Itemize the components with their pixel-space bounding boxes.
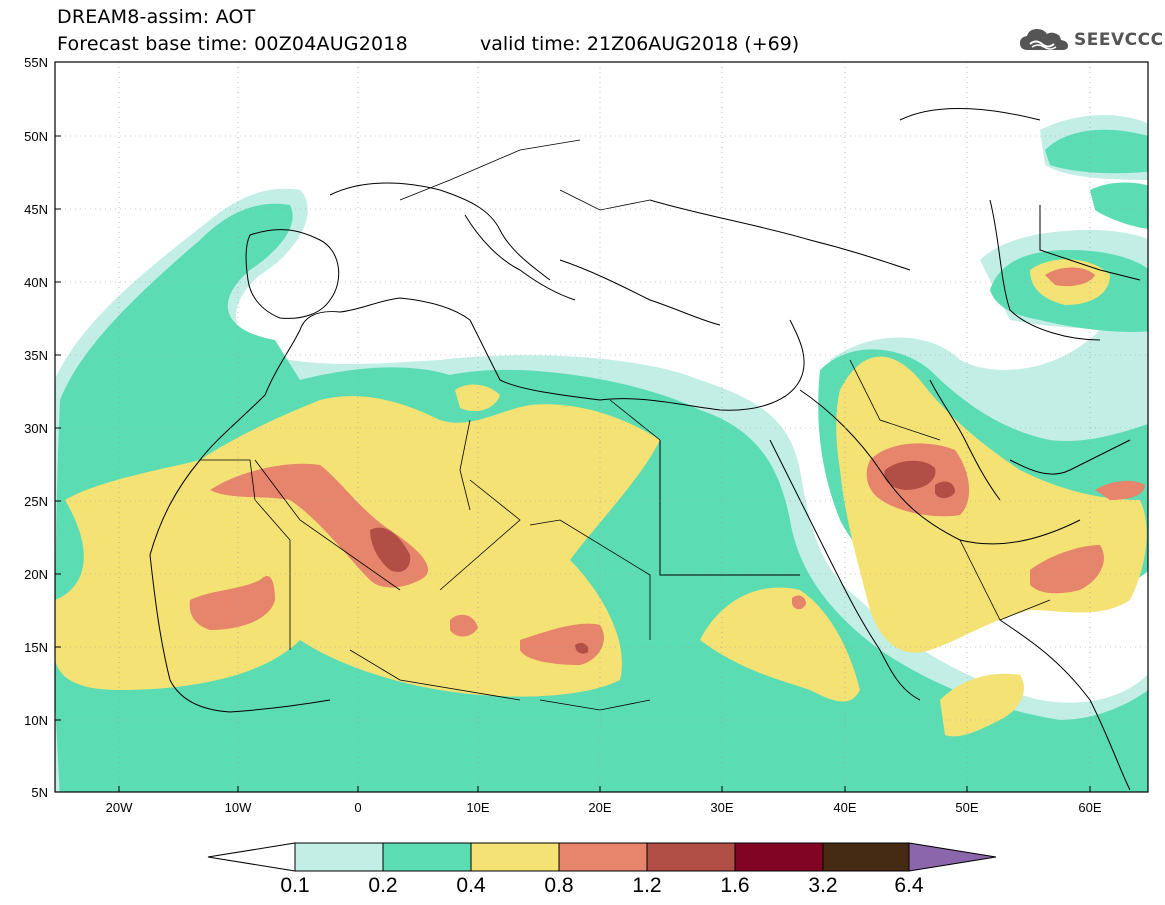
lon-label-20e: 20E xyxy=(588,800,611,815)
lat-label-15n: 15N xyxy=(24,640,48,655)
colorbar-label-6.4: 6.4 xyxy=(894,874,924,897)
lat-label-25n: 25N xyxy=(24,494,48,509)
valid-time: valid time: 21Z06AUG2018 (+69) xyxy=(480,33,800,55)
colorbar-label-0.8: 0.8 xyxy=(544,874,574,897)
lon-label-10e: 10E xyxy=(466,800,489,815)
lon-label-50e: 50E xyxy=(955,800,978,815)
lon-label-60e: 60E xyxy=(1078,800,1101,815)
lon-label-30e: 30E xyxy=(710,800,733,815)
colorbar-swatch-7 xyxy=(822,842,910,872)
map-title: DREAM8-assim: AOT xyxy=(57,6,256,28)
lat-label-55n: 55N xyxy=(24,55,48,70)
lat-label-10n: 10N xyxy=(24,713,48,728)
colorbar-label-0.4: 0.4 xyxy=(456,874,486,897)
forecast-base-time: Forecast base time: 00Z04AUG2018 xyxy=(57,33,408,55)
cloud-icon xyxy=(1020,29,1068,50)
lat-labels: 55N 50N 45N 40N 35N 30N 25N 20N 15N 10N … xyxy=(24,55,48,800)
lat-label-5n: 5N xyxy=(31,785,48,800)
lat-label-40n: 40N xyxy=(24,275,48,290)
colorbar-label-1.2: 1.2 xyxy=(632,874,662,897)
lon-label-0: 0 xyxy=(354,800,361,815)
colorbar-swatch-6 xyxy=(734,842,824,872)
colorbar-label-3.2: 3.2 xyxy=(808,874,838,897)
logo-text: SEEVCCC xyxy=(1074,30,1164,50)
lon-labels: 20W 10W 0 10E 20E 30E 40E 50E 60E xyxy=(106,800,1102,815)
country-borders xyxy=(200,139,1051,711)
colorbar-label-1.6: 1.6 xyxy=(720,874,750,897)
lon-label-20w: 20W xyxy=(106,800,133,815)
lon-label-10w: 10W xyxy=(225,800,252,815)
colorbar-swatch-2 xyxy=(382,842,472,872)
colorbar-label-0.1: 0.1 xyxy=(280,874,310,897)
seevccc-logo: SEEVCCC xyxy=(1018,26,1164,54)
lat-label-20n: 20N xyxy=(24,567,48,582)
lat-label-50n: 50N xyxy=(24,129,48,144)
lat-label-30n: 30N xyxy=(24,421,48,436)
map-frame xyxy=(54,61,1149,793)
colorbar xyxy=(207,842,997,872)
lon-label-40e: 40E xyxy=(833,800,856,815)
colorbar-swatch-4 xyxy=(558,842,648,872)
lat-label-35n: 35N xyxy=(24,348,48,363)
graticule xyxy=(55,62,1148,792)
colorbar-under-arrow xyxy=(207,842,296,872)
tick-marks xyxy=(55,61,1091,793)
aot-band-1.2 xyxy=(370,460,955,654)
colorbar-swatch-3 xyxy=(470,842,560,872)
lat-label-45n: 45N xyxy=(24,202,48,217)
colorbar-over-arrow xyxy=(908,842,997,872)
colorbar-swatch-5 xyxy=(646,842,736,872)
colorbar-label-0.2: 0.2 xyxy=(368,874,398,897)
colorbar-swatch-1 xyxy=(294,842,384,872)
